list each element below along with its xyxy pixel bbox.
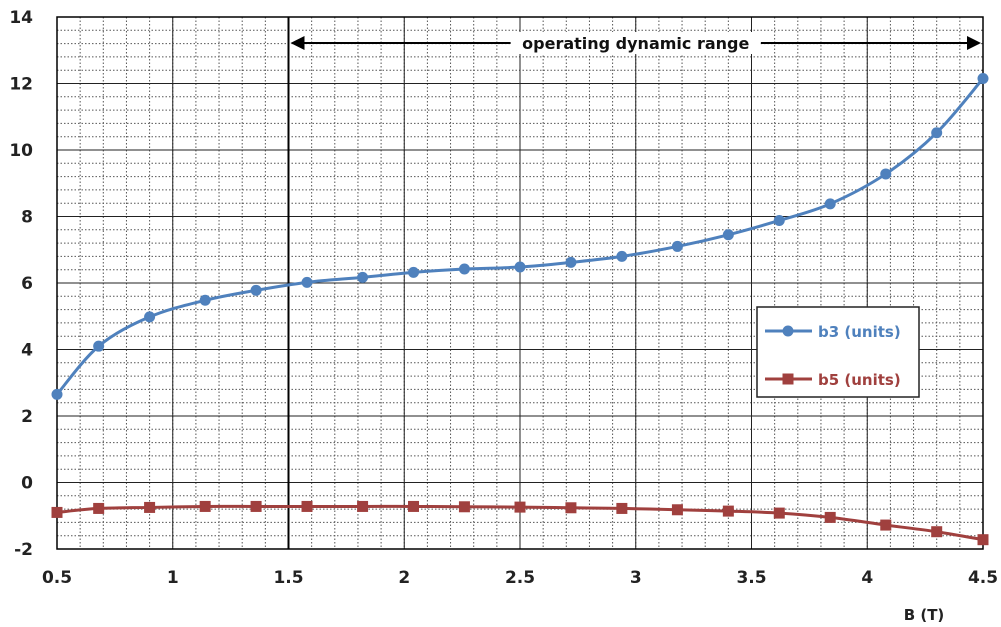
x-tick-label: 3	[630, 568, 642, 588]
x-tick-label: 3.5	[736, 568, 766, 588]
series-layer	[51, 73, 989, 546]
data-point-b5	[671, 504, 683, 516]
data-point-b5	[880, 519, 892, 531]
data-point-b3	[144, 311, 156, 323]
data-point-b3	[931, 127, 943, 139]
data-point-b3	[880, 168, 892, 180]
x-tick-label: 2.5	[505, 568, 535, 588]
y-tick-label: 10	[9, 141, 33, 161]
y-tick-label: 2	[21, 407, 33, 427]
legend-label-b3: b3 (units)	[818, 323, 901, 341]
legend-marker-b3	[782, 325, 794, 337]
data-point-b3	[301, 276, 313, 288]
data-point-b5	[514, 501, 526, 513]
data-point-b3	[357, 271, 369, 283]
data-point-b3	[51, 388, 63, 400]
data-point-b5	[931, 526, 943, 538]
data-point-b5	[722, 505, 734, 517]
data-point-b5	[977, 534, 989, 546]
x-tick-label: 1	[167, 568, 179, 588]
range-arrowhead-left	[290, 36, 305, 50]
y-tick-label: 0	[21, 474, 33, 494]
data-point-b5	[458, 501, 470, 513]
data-point-b3	[408, 266, 420, 278]
data-point-b3	[824, 198, 836, 210]
y-tick-label: -2	[14, 540, 33, 560]
plot-area	[56, 16, 984, 550]
data-point-b5	[408, 500, 420, 512]
data-point-b3	[671, 240, 683, 252]
x-tick-label: 4	[861, 568, 873, 588]
data-point-b3	[616, 250, 628, 262]
y-tick-label: 14	[9, 8, 33, 28]
y-tick-label: 6	[21, 274, 33, 294]
y-tick-label: 8	[21, 208, 33, 228]
data-point-b5	[250, 500, 262, 512]
data-point-b3	[93, 340, 105, 352]
data-point-b3	[977, 73, 989, 85]
legend: b3 (units) b5 (units)	[756, 306, 920, 398]
x-tick-label: 1.5	[273, 568, 303, 588]
data-point-b5	[616, 502, 628, 514]
x-tick-label: 4.5	[968, 568, 998, 588]
data-point-b5	[144, 501, 156, 513]
legend-label-b5: b5 (units)	[818, 371, 901, 389]
range-arrowhead-right	[967, 36, 981, 50]
x-tick-label: 2	[398, 568, 410, 588]
data-point-b5	[773, 507, 785, 519]
y-tick-label: 4	[21, 341, 33, 361]
data-point-b3	[514, 261, 526, 273]
x-tick-label: 0.5	[42, 568, 72, 588]
dynamic-range-annotation: operating dynamic range	[290, 32, 981, 54]
y-tick-label: 12	[9, 75, 33, 95]
data-point-b5	[51, 506, 63, 518]
data-point-b3	[722, 229, 734, 241]
legend-marker-b5	[782, 373, 794, 385]
data-point-b5	[824, 511, 836, 523]
x-axis-label: B (T)	[904, 606, 945, 624]
data-point-b3	[250, 284, 262, 296]
data-point-b5	[93, 502, 105, 514]
y-tick-labels: -2 0 2 4 6 8 10 12 14	[9, 8, 33, 560]
annotation-background	[510, 32, 761, 54]
data-point-b3	[565, 256, 577, 268]
annotation-text: operating dynamic range	[522, 34, 749, 53]
data-point-b5	[565, 502, 577, 514]
data-point-b5	[199, 500, 211, 512]
x-tick-labels: 0.5 1 1.5 2 2.5 3 3.5 4 4.5	[42, 568, 998, 588]
data-point-b3	[773, 214, 785, 226]
data-point-b5	[357, 500, 369, 512]
data-point-b3	[199, 294, 211, 306]
data-point-b3	[458, 263, 470, 275]
data-point-b5	[301, 500, 313, 512]
